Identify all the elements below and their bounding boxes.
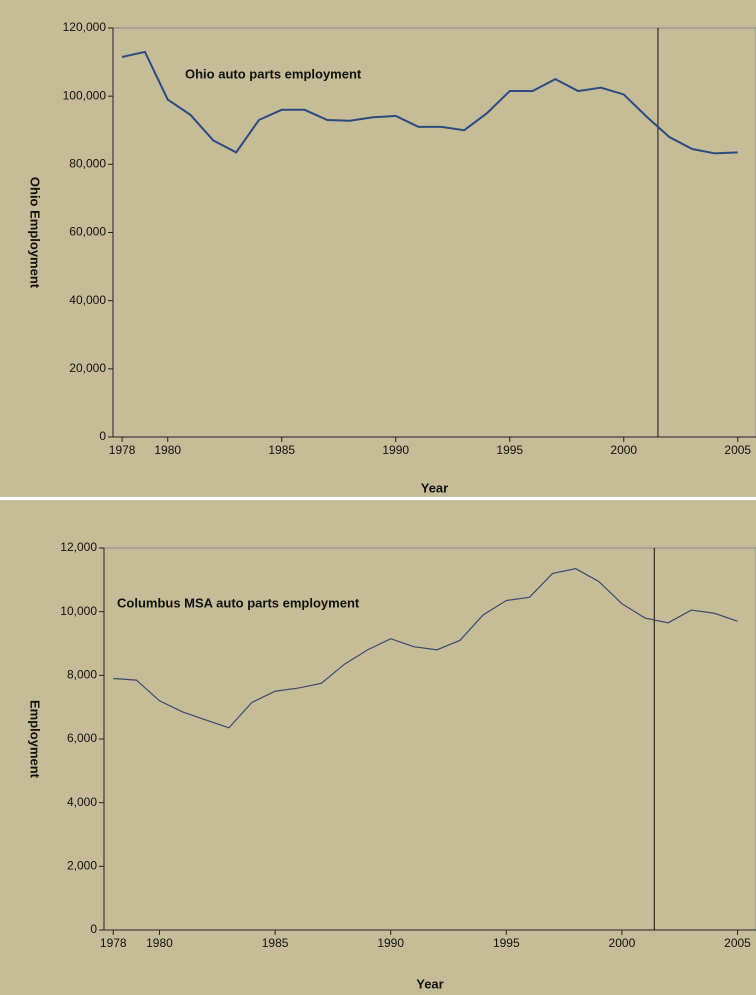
y-tick-label: 0 [99, 429, 106, 443]
y-tick-label: 12,000 [60, 540, 97, 554]
y-tick-label: 4,000 [67, 795, 97, 809]
x-tick-label: 2005 [724, 936, 751, 950]
y-tick-label: 80,000 [69, 157, 106, 171]
x-tick-label: 1980 [154, 443, 181, 457]
x-tick-label: 1980 [146, 936, 173, 950]
panel-background [0, 500, 756, 995]
x-tick-label: 1990 [382, 443, 409, 457]
x-axis-label: Year [416, 976, 443, 991]
x-tick-label: 1978 [109, 443, 136, 457]
y-axis-label: Ohio Employment [28, 177, 43, 289]
y-tick-label: 2,000 [67, 859, 97, 873]
x-tick-label: 1990 [377, 936, 404, 950]
y-tick-label: 60,000 [69, 225, 106, 239]
x-axis-label: Year [421, 480, 448, 495]
annotation: Columbus MSA auto parts employment [117, 595, 360, 610]
y-tick-label: 120,000 [63, 20, 107, 34]
data-line [121, 50, 738, 155]
y-tick-label: 40,000 [69, 293, 106, 307]
x-tick-label: 1985 [262, 936, 289, 950]
y-tick-label: 0 [90, 922, 97, 936]
annotation: Ohio auto parts employment [185, 66, 362, 81]
panel-background [0, 0, 756, 497]
x-tick-label: 1978 [100, 936, 127, 950]
y-axis-label: Employment [28, 700, 43, 779]
x-tick-label: 1985 [268, 443, 295, 457]
x-tick-label: 1995 [493, 936, 520, 950]
x-tick-label: 2000 [610, 443, 637, 457]
x-tick-label: 2005 [724, 443, 751, 457]
y-tick-label: 8,000 [67, 668, 97, 682]
y-tick-label: 10,000 [60, 604, 97, 618]
x-tick-label: 2000 [609, 936, 636, 950]
y-tick-label: 20,000 [69, 361, 106, 375]
y-tick-label: 6,000 [67, 731, 97, 745]
y-tick-label: 100,000 [63, 88, 107, 102]
x-tick-label: 1995 [496, 443, 523, 457]
data-line [113, 568, 738, 729]
